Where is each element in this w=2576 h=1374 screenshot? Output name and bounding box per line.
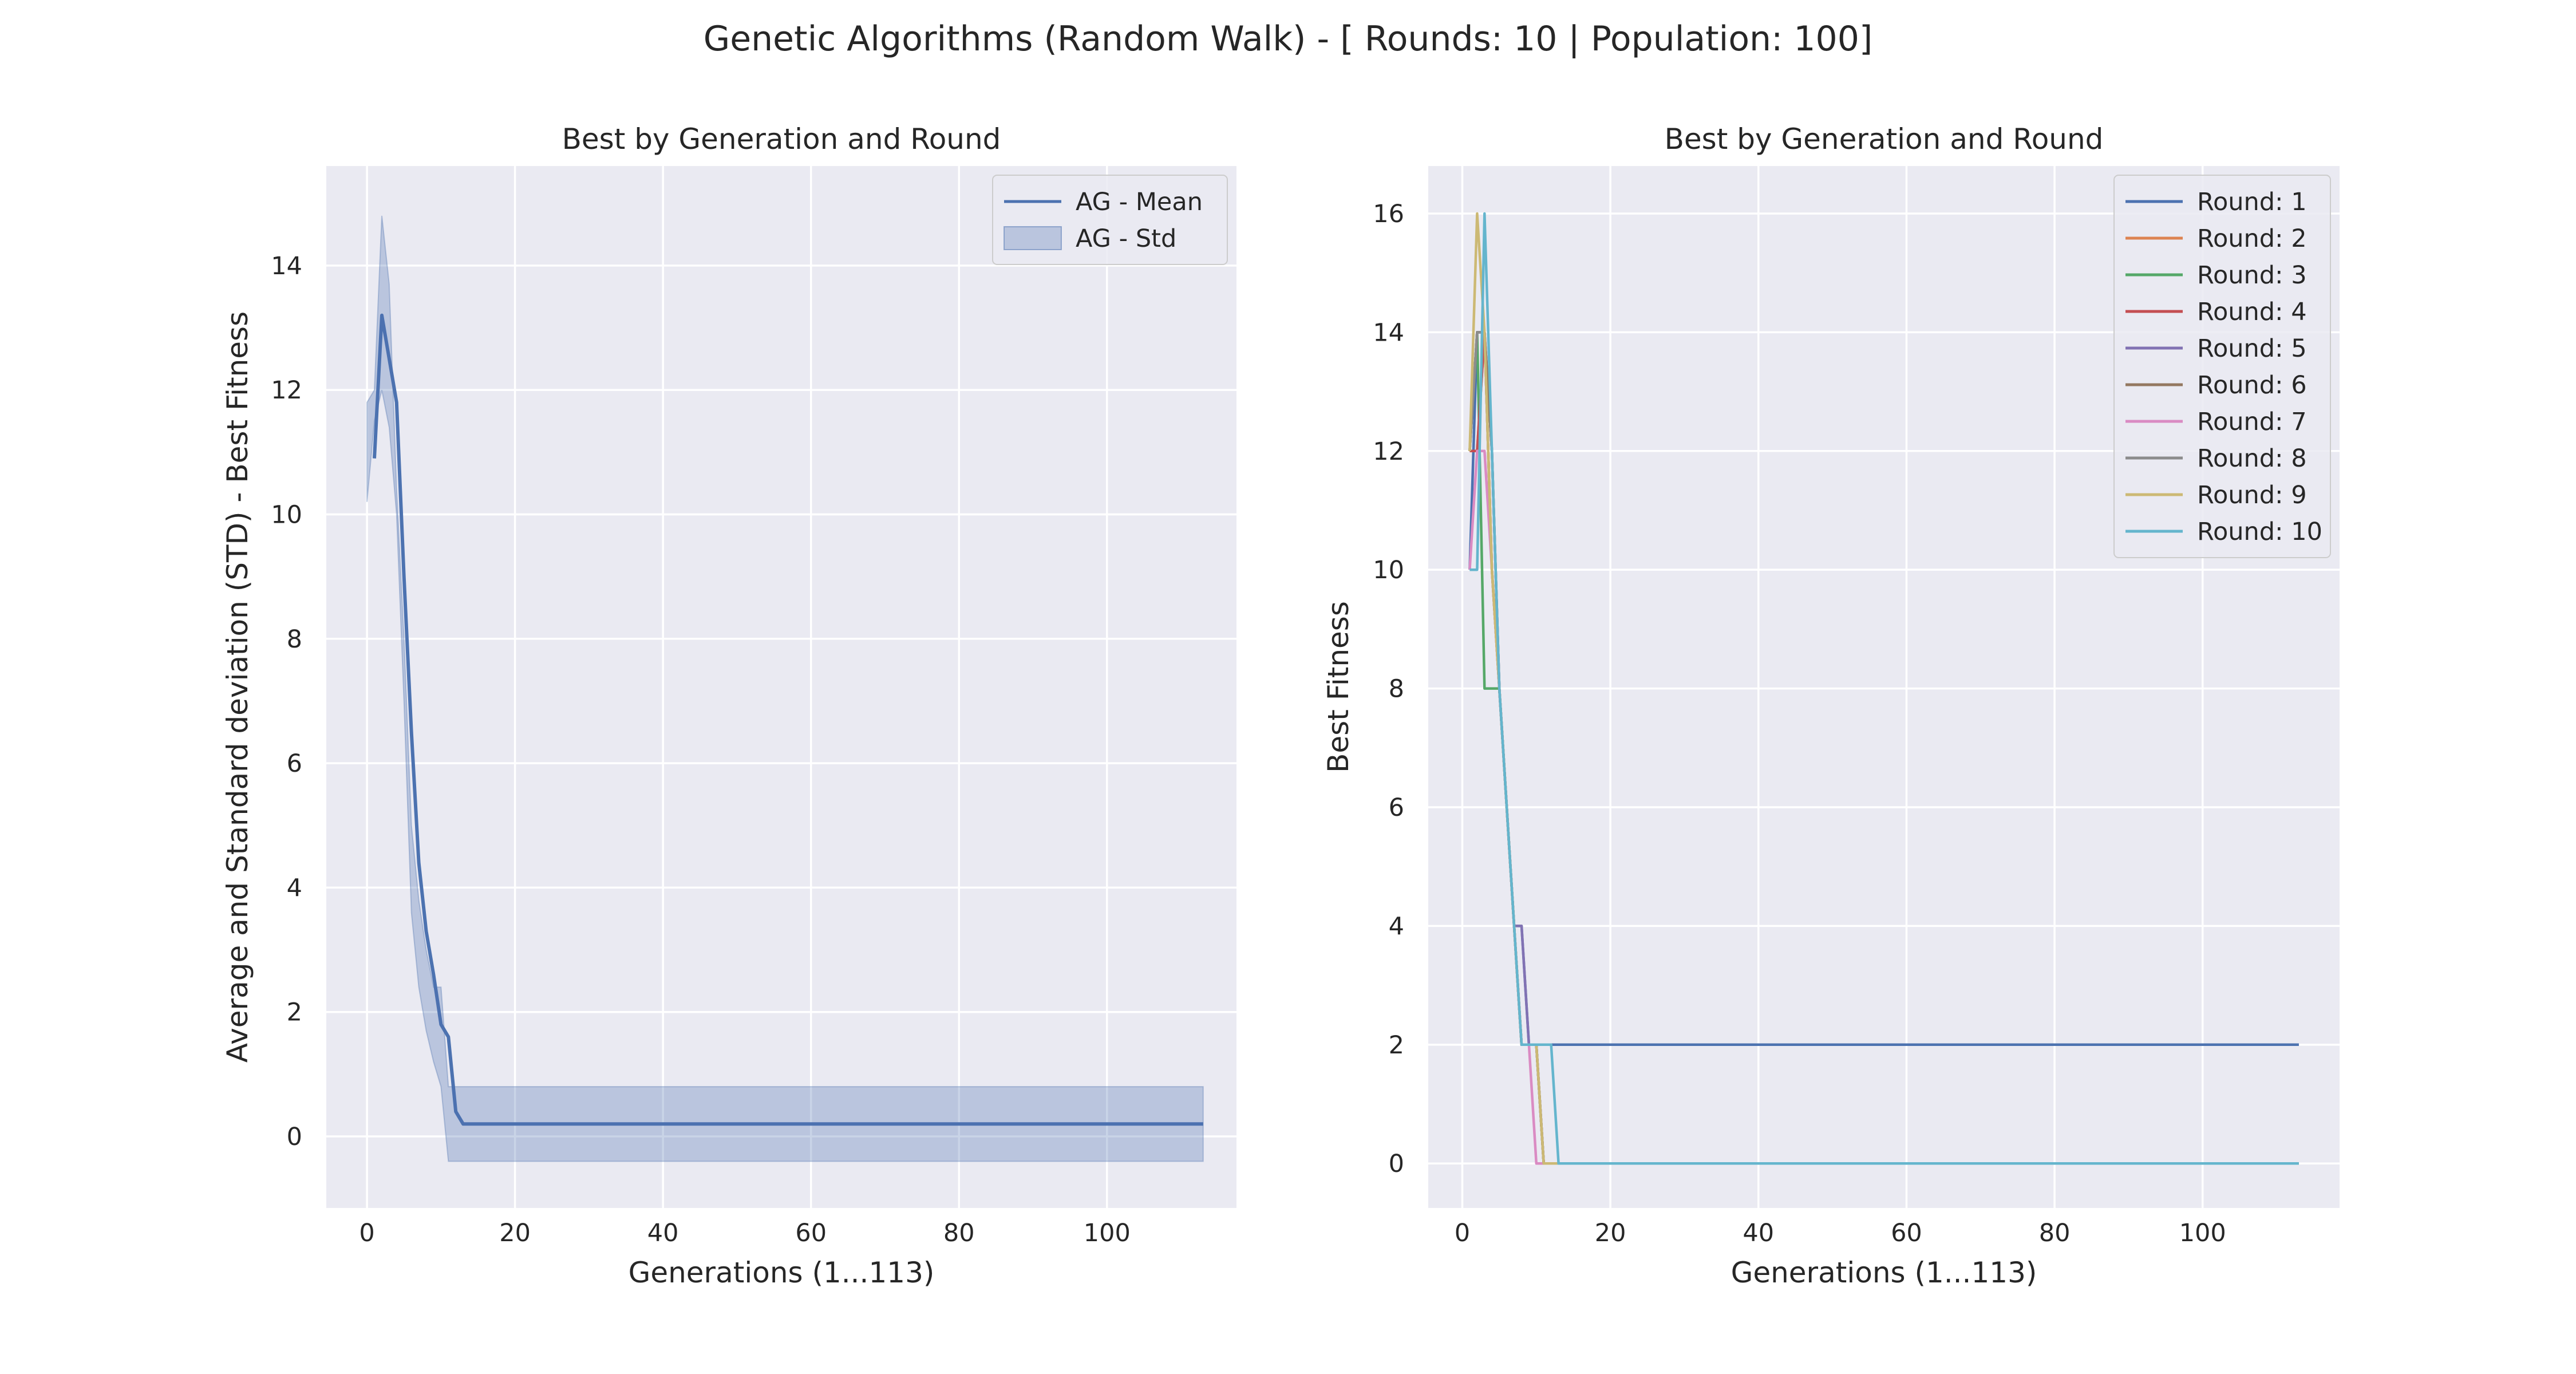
data-layer [1468, 212, 2299, 1165]
x-tick-label: 80 [943, 1219, 975, 1247]
y-tick-label: 0 [1389, 1150, 1404, 1178]
legend: AG - Mean AG - Std [992, 175, 1228, 265]
y-tick-label: 6 [287, 749, 302, 778]
legend-label: AG - Mean [1076, 188, 1203, 216]
chart-title: Best by Generation and Round [1665, 123, 2104, 156]
x-tick-label: 40 [647, 1219, 679, 1247]
x-tick-label: 80 [2039, 1219, 2071, 1247]
y-tick-label: 4 [287, 874, 302, 902]
std-band [366, 215, 1204, 1162]
figure-title: Genetic Algorithms (Random Walk) - [ Rou… [704, 19, 1873, 59]
x-tick-label: 40 [1743, 1219, 1774, 1247]
legend-box [992, 175, 1228, 265]
legend-label: Round: 8 [2197, 444, 2307, 473]
x-tick-label: 0 [1455, 1219, 1470, 1247]
legend-label: Round: 6 [2197, 371, 2307, 400]
legend-label: Round: 5 [2197, 334, 2307, 363]
x-tick-label: 60 [795, 1219, 827, 1247]
y-tick-label: 14 [271, 252, 302, 281]
legend-label: Round: 1 [2197, 188, 2307, 216]
legend-label: Round: 2 [2197, 224, 2307, 253]
y-tick-label: 2 [287, 998, 302, 1027]
legend-swatch-band [1003, 226, 1062, 250]
y-tick-label: 8 [1389, 675, 1404, 704]
legend-label: Round: 3 [2197, 261, 2307, 290]
series-line-round-10 [1469, 212, 2299, 1165]
legend-label: Round: 9 [2197, 481, 2307, 510]
y-tick-label: 4 [1389, 912, 1404, 941]
left-chart-panel: 0 20 40 60 80 100 0 2 4 6 8 10 12 14 Best by Generatio… [221, 123, 1236, 1289]
chart-title: Best by Generation and Round [562, 123, 1001, 156]
legend-label: Round: 7 [2197, 408, 2307, 436]
y-axis-label: Average and Standard deviation (STD) - B… [221, 311, 254, 1063]
legend: Round: 1 Round: 2 Round: 3 Round: 4 Round: 5… [2113, 175, 2331, 558]
x-tick-label: 60 [1891, 1219, 1922, 1247]
y-tick-label: 14 [1373, 318, 1404, 347]
x-axis-label: Generations (1...113) [1731, 1256, 2037, 1289]
y-tick-label: 10 [1373, 556, 1404, 585]
legend-box [2113, 175, 2331, 558]
right-chart-panel: 0 20 40 60 80 100 0 2 4 6 8 10 12 14 16 Best by Generat… [1322, 123, 2340, 1289]
x-tick-label: 100 [1084, 1219, 1131, 1247]
x-axis-label: Generations (1...113) [629, 1256, 935, 1289]
x-tick-label: 20 [499, 1219, 531, 1247]
series-line-ag-mean [373, 313, 1203, 1126]
y-tick-label: 12 [271, 376, 302, 405]
y-tick-label: 8 [287, 625, 302, 654]
data-layer [366, 215, 1204, 1162]
x-tick-label: 100 [2179, 1219, 2226, 1247]
y-tick-label: 10 [271, 500, 302, 529]
y-tick-label: 12 [1373, 437, 1404, 466]
y-tick-label: 6 [1389, 793, 1404, 822]
plot-area [326, 166, 1236, 1208]
y-tick-label: 0 [287, 1123, 302, 1151]
x-tick-label: 0 [359, 1219, 374, 1247]
y-tick-label: 16 [1373, 200, 1404, 228]
legend-label: AG - Std [1076, 224, 1176, 253]
y-tick-label: 2 [1389, 1031, 1404, 1060]
legend-label: Round: 10 [2197, 518, 2322, 546]
x-tick-label: 20 [1595, 1219, 1626, 1247]
y-axis-label: Best Fitness [1322, 601, 1355, 773]
legend-label: Round: 4 [2197, 298, 2307, 326]
